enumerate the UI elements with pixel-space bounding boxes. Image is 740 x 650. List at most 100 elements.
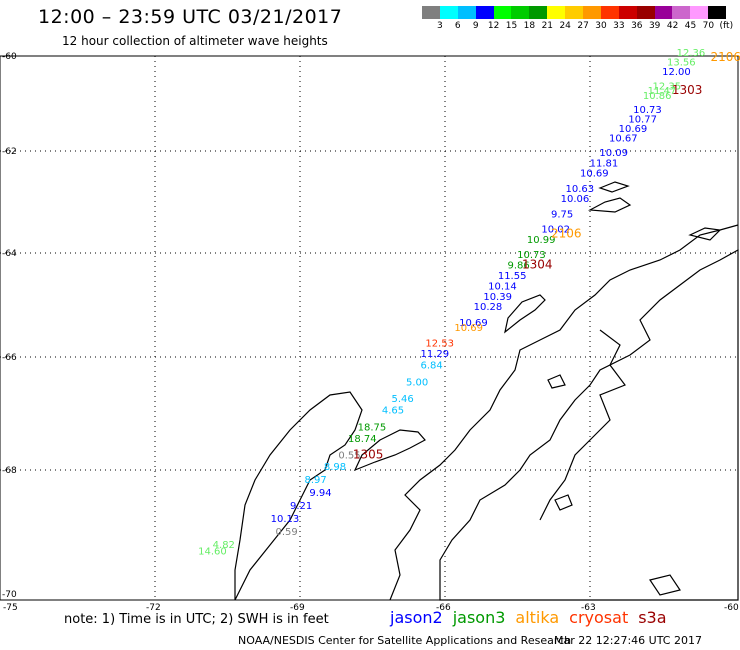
- colorbar-tick-label: 12: [487, 21, 500, 31]
- legend-altika: altika: [515, 608, 560, 627]
- colorbar-ticks: 3 6 9 12 15 18 21 24 27 30 33 36 39 42 45 70 (ft): [422, 21, 740, 33]
- lon-label: -66: [436, 603, 451, 613]
- swh-reading: 12.36: [677, 48, 706, 59]
- swh-reading: 10.77: [628, 115, 657, 126]
- swh-reading: 10.06: [561, 194, 590, 205]
- swh-reading: 18.75: [358, 422, 387, 433]
- colorbar-tick-label: 30: [595, 21, 607, 31]
- colorbar-swatch: [529, 6, 548, 19]
- swh-reading: 10.86: [643, 91, 672, 102]
- swh-reading: 11.55: [498, 271, 527, 282]
- footer-credit: NOAA/NESDIS Center for Satellite Applica…: [238, 634, 572, 647]
- lon-label: -72: [146, 603, 161, 613]
- swh-reading: 0.55: [338, 451, 360, 462]
- swh-reading: 4.65: [382, 406, 404, 417]
- swh-reading: 10.69: [459, 318, 488, 329]
- colorbar-tick-label: 36: [631, 21, 643, 31]
- colorbar-swatch: [618, 6, 637, 19]
- colorbar-tick-label: 33: [613, 21, 625, 31]
- swh-reading: 9.75: [551, 209, 573, 220]
- swh-reading: 14.60: [198, 547, 227, 558]
- swh-reading: 10.02: [541, 225, 570, 236]
- colorbar-tick-label: 70: [702, 21, 715, 31]
- colorbar-swatch: [672, 6, 691, 19]
- colorbar-tick-label: 21: [541, 21, 554, 31]
- lon-label: -69: [290, 603, 305, 613]
- colorbar-swatch: [493, 6, 512, 19]
- graticule: [0, 56, 738, 600]
- colorbar-tick-label: 24: [559, 21, 571, 31]
- colorbar-swatch: [547, 6, 566, 19]
- colorbar-swatch: [422, 6, 440, 19]
- swh-reading: 8.97: [305, 475, 327, 486]
- units-note: note: 1) Time is in UTC; 2) SWH is in fe…: [64, 612, 329, 627]
- colorbar-tick-label: 15: [505, 21, 518, 31]
- lat-label: -68: [2, 466, 17, 476]
- islet-3: [649, 574, 681, 596]
- swh-reading: 10.09: [599, 148, 628, 159]
- colorbar-swatch: [708, 6, 727, 19]
- swh-reading: 9.86: [508, 261, 530, 272]
- swh-reading: 5.00: [406, 377, 428, 388]
- colorbar-tick-label: 42: [666, 21, 679, 31]
- lat-label: -66: [2, 353, 17, 363]
- joinville-island: [688, 227, 722, 241]
- legend-cryosat: cryosat: [569, 608, 629, 627]
- lon-labels: -75 -72 -69 -66 -63 -60: [3, 603, 739, 613]
- wave-height-colorbar: [422, 6, 727, 19]
- coastline: [234, 181, 739, 601]
- colorbar-swatch: [654, 6, 673, 19]
- swh-reading: 5.46: [392, 394, 414, 405]
- anvers-island: [504, 294, 546, 334]
- pass-time-label: 1303: [672, 83, 703, 97]
- footer-timestamp: Mar 22 12:27:46 UTC 2017: [554, 634, 702, 647]
- adelaide-island: [353, 429, 426, 472]
- south-shetland-2: [598, 181, 630, 193]
- map-title: 12:00 – 23:59 UTC 03/21/2017: [38, 6, 343, 28]
- colorbar-swatch: [475, 6, 494, 19]
- colorbar-tick-label: 39: [648, 21, 661, 31]
- peninsula-west-coast: [389, 224, 739, 601]
- colorbar-swatch: [565, 6, 584, 19]
- swh-reading: 18.74: [348, 434, 377, 445]
- alexander-island: [234, 391, 363, 601]
- swh-reading: 10.73: [633, 105, 662, 116]
- legend-jason3: jason3: [452, 608, 506, 627]
- peninsula-coast: [439, 248, 739, 601]
- swh-reading: 10.67: [609, 134, 638, 145]
- colorbar-swatch: [600, 6, 619, 19]
- lat-label: -70: [2, 590, 17, 600]
- pass-time-label: 1304: [522, 258, 553, 272]
- colorbar-swatch: [690, 6, 709, 19]
- swh-reading: 11.47: [648, 86, 677, 97]
- swh-reading: 10.13: [271, 514, 300, 525]
- pass-time-label: 2106: [551, 227, 582, 241]
- swh-reading: 10.28: [474, 302, 503, 313]
- legend-jason2: jason2: [390, 608, 443, 627]
- colorbar-swatch: [583, 6, 601, 19]
- wave-height-readings: 12.3613.5612.0012.3511.4710.8610.7310.77…: [198, 48, 705, 558]
- colorbar-swatch: [457, 6, 476, 19]
- legend-s3a: s3a: [638, 608, 667, 627]
- islet-1: [547, 374, 566, 389]
- colorbar-tick-label: 45: [684, 21, 697, 31]
- swh-reading: 0.59: [276, 527, 298, 538]
- swh-reading: 10.99: [527, 235, 556, 246]
- swh-reading: 13.56: [667, 58, 696, 69]
- colorbar-tick-label: 6: [454, 21, 461, 31]
- colorbar-tick-label: 9: [472, 21, 479, 31]
- colorbar-swatch: [636, 6, 655, 19]
- swh-reading: 10.69: [454, 323, 483, 334]
- lat-label: -62: [2, 147, 17, 157]
- swh-reading: 11.29: [421, 349, 450, 360]
- swh-reading: 6.84: [421, 360, 443, 371]
- map-subtitle: 12 hour collection of altimeter wave hei…: [62, 34, 328, 48]
- colorbar-tick-label: 18: [523, 21, 536, 31]
- swh-reading: 10.63: [566, 184, 595, 195]
- lon-label: -60: [724, 603, 739, 613]
- swh-reading: 10.73: [517, 250, 546, 261]
- footer: NOAA/NESDIS Center for Satellite Applica…: [238, 634, 702, 647]
- south-shetland-1: [587, 197, 632, 213]
- colorbar-tick-label: 3: [437, 21, 443, 31]
